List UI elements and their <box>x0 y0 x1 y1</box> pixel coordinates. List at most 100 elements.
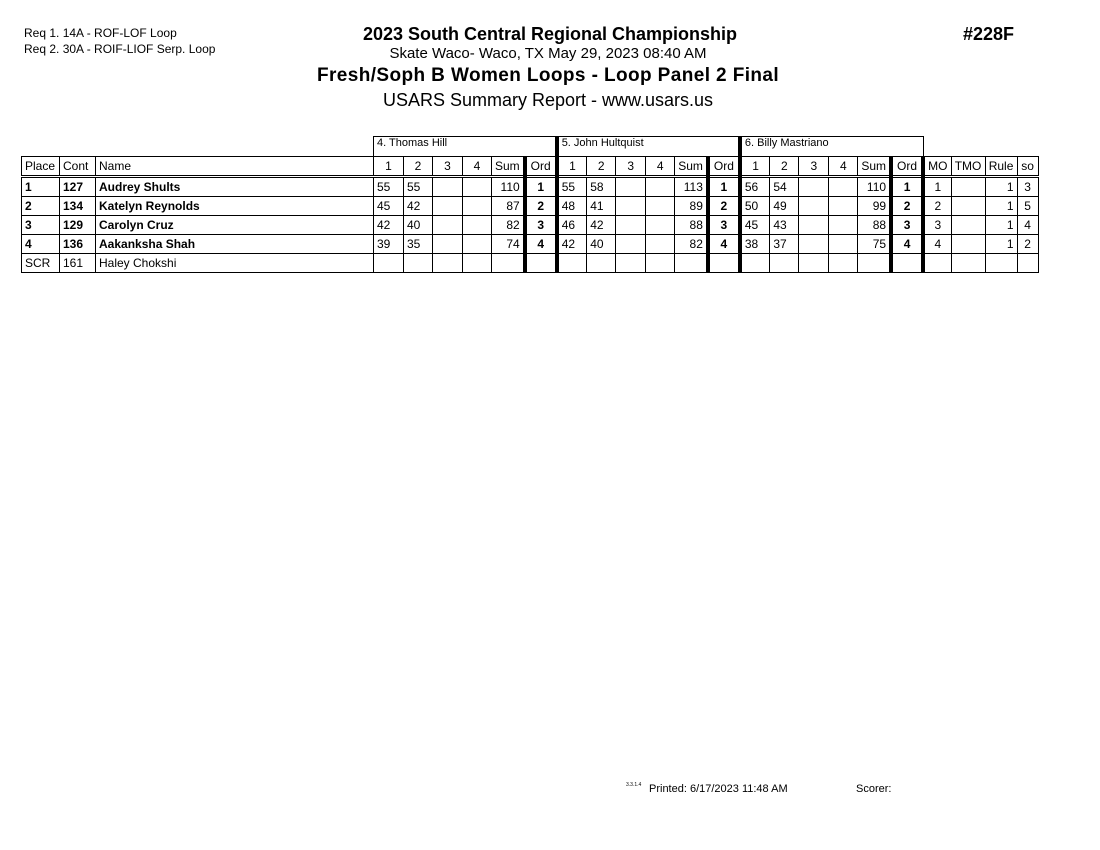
so-cell: 3 <box>1016 176 1039 197</box>
column-header-4: 4 <box>828 156 859 178</box>
score-cell: 56 <box>737 176 771 197</box>
ordinal-cell: 4 <box>889 234 924 254</box>
rule-cell: 1 <box>984 234 1018 254</box>
mo-cell <box>921 253 952 273</box>
score-cell <box>798 234 830 254</box>
column-header-cont: Cont <box>59 156 96 178</box>
sum-cell: 113 <box>674 176 709 197</box>
judge-name: 5. John Hultquist <box>554 136 741 157</box>
column-header-ord: Ord <box>889 156 924 178</box>
sum-cell: 74 <box>490 234 526 254</box>
sum-cell: 87 <box>490 196 526 216</box>
score-cell <box>432 253 463 273</box>
ordinal-cell <box>889 253 924 273</box>
column-header-sum: Sum <box>490 156 526 178</box>
blank <box>923 137 1038 157</box>
score-cell: 46 <box>554 215 588 235</box>
sum-cell: 88 <box>674 215 709 235</box>
venue-date: Skate Waco- Waco, TX May 29, 2023 08:40 … <box>389 45 707 62</box>
score-cell <box>554 253 588 273</box>
rule-cell: 1 <box>984 215 1018 235</box>
blank <box>22 137 374 157</box>
score-cell: 50 <box>737 196 771 216</box>
report-title: USARS Summary Report - www.usars.us <box>382 90 714 110</box>
score-cell: 45 <box>737 215 771 235</box>
name-cell: Audrey Shults <box>95 176 374 197</box>
score-cell <box>737 253 771 273</box>
column-header-rule: Rule <box>984 156 1018 178</box>
score-cell: 54 <box>769 176 800 197</box>
score-cell: 42 <box>586 215 617 235</box>
so-cell: 2 <box>1016 234 1039 254</box>
column-header-sum: Sum <box>857 156 892 178</box>
sum-cell: 110 <box>857 176 892 197</box>
ordinal-cell: 1 <box>705 176 741 197</box>
score-cell: 48 <box>554 196 588 216</box>
column-header-mo: MO <box>921 156 952 178</box>
score-cell <box>615 215 647 235</box>
ordinal-cell: 2 <box>889 196 924 216</box>
score-cell: 49 <box>769 196 800 216</box>
cont-cell: 127 <box>59 176 96 197</box>
score-cell: 41 <box>586 196 617 216</box>
score-cell <box>798 176 830 197</box>
mo-cell: 3 <box>921 215 952 235</box>
score-cell <box>645 215 676 235</box>
score-cell <box>462 234 492 254</box>
place-cell: 2 <box>21 196 60 216</box>
column-header-1: 1 <box>737 156 771 178</box>
sum-cell: 75 <box>857 234 892 254</box>
score-cell: 58 <box>586 176 617 197</box>
rule-cell <box>984 253 1018 273</box>
score-cell: 43 <box>769 215 800 235</box>
version-label: 3.3.1.4 <box>626 782 642 788</box>
ordinal-cell: 2 <box>705 196 741 216</box>
column-header-place: Place <box>21 156 60 178</box>
column-header-2: 2 <box>586 156 617 178</box>
name-cell: Katelyn Reynolds <box>95 196 374 216</box>
place-cell: 1 <box>21 176 60 197</box>
score-cell: 42 <box>403 196 433 216</box>
ordinal-cell: 3 <box>522 215 558 235</box>
cont-cell: 136 <box>59 234 96 254</box>
sum-cell <box>857 253 892 273</box>
ordinal-cell: 1 <box>522 176 558 197</box>
sum-cell: 89 <box>674 196 709 216</box>
score-cell <box>645 176 676 197</box>
judge-name: 4. Thomas Hill <box>372 136 558 157</box>
table-row: 3 129 Carolyn Cruz 42 40 82 3 46 42 88 3 45 43 88 3 3 1 4 <box>21 215 1039 235</box>
sum-cell: 99 <box>857 196 892 216</box>
score-cell <box>462 253 492 273</box>
column-header-2: 2 <box>769 156 800 178</box>
score-cell <box>462 215 492 235</box>
scorer-label: Scorer: <box>856 783 892 795</box>
column-header-2: 2 <box>403 156 433 178</box>
column-header-ord: Ord <box>705 156 741 178</box>
score-cell <box>645 253 676 273</box>
so-cell: 4 <box>1016 215 1039 235</box>
column-header-4: 4 <box>645 156 676 178</box>
table-row: 2 134 Katelyn Reynolds 45 42 87 2 48 41 89 2 50 49 99… <box>21 196 1039 216</box>
column-header-3: 3 <box>798 156 830 178</box>
score-cell <box>798 196 830 216</box>
requirement-1: Req 1. 14A - ROF-LOF Loop <box>24 26 177 40</box>
ordinal-cell: 1 <box>889 176 924 197</box>
sum-cell <box>674 253 709 273</box>
table-row: SCR 161 Haley Chokshi <box>21 253 1039 273</box>
place-cell: 3 <box>21 215 60 235</box>
score-cell <box>645 196 676 216</box>
score-cell <box>798 253 830 273</box>
cont-cell: 161 <box>59 253 96 273</box>
sum-cell: 110 <box>490 176 526 197</box>
score-cell: 55 <box>554 176 588 197</box>
ordinal-cell: 4 <box>522 234 558 254</box>
score-cell: 55 <box>373 176 404 197</box>
score-cell: 55 <box>403 176 433 197</box>
score-cell <box>769 253 800 273</box>
requirement-2: Req 2. 30A - ROIF-LIOF Serp. Loop <box>24 42 216 56</box>
score-cell <box>432 215 463 235</box>
judge-name: 6. Billy Mastriano <box>737 136 924 157</box>
name-cell: Aakanksha Shah <box>95 234 374 254</box>
sum-cell <box>490 253 526 273</box>
score-cell: 39 <box>373 234 404 254</box>
